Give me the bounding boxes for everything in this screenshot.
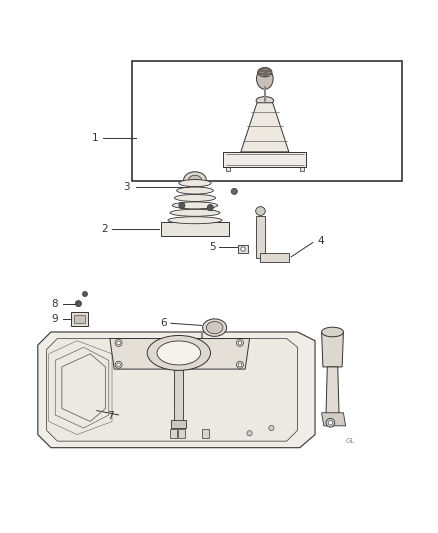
Polygon shape — [74, 314, 85, 323]
Polygon shape — [326, 367, 339, 415]
Ellipse shape — [170, 209, 220, 216]
Polygon shape — [38, 332, 315, 448]
Text: 6: 6 — [160, 318, 166, 328]
Polygon shape — [226, 167, 230, 171]
Circle shape — [328, 421, 332, 425]
Text: 7: 7 — [108, 411, 114, 421]
Polygon shape — [261, 253, 289, 262]
Circle shape — [326, 418, 335, 427]
Polygon shape — [223, 152, 306, 167]
Text: 8: 8 — [52, 298, 58, 309]
Polygon shape — [178, 429, 185, 438]
Polygon shape — [132, 61, 403, 181]
Polygon shape — [71, 312, 88, 326]
Polygon shape — [238, 245, 248, 253]
Circle shape — [237, 340, 244, 346]
Polygon shape — [161, 222, 229, 236]
Ellipse shape — [179, 180, 211, 187]
Circle shape — [237, 361, 244, 368]
Circle shape — [207, 205, 213, 211]
Ellipse shape — [203, 319, 226, 336]
Text: 1: 1 — [92, 133, 99, 143]
Ellipse shape — [256, 96, 274, 104]
Polygon shape — [174, 370, 183, 422]
Circle shape — [247, 431, 252, 436]
Circle shape — [115, 361, 122, 368]
Circle shape — [269, 425, 274, 431]
Ellipse shape — [172, 202, 218, 209]
Circle shape — [117, 363, 120, 367]
Circle shape — [75, 301, 81, 306]
Polygon shape — [171, 420, 186, 428]
Polygon shape — [241, 103, 289, 152]
Polygon shape — [191, 179, 198, 184]
Ellipse shape — [188, 175, 201, 185]
Ellipse shape — [174, 195, 215, 201]
Text: 5: 5 — [209, 242, 215, 252]
Ellipse shape — [257, 68, 273, 89]
Polygon shape — [321, 413, 346, 426]
Circle shape — [115, 340, 122, 346]
Text: 4: 4 — [317, 236, 324, 246]
Ellipse shape — [321, 327, 343, 337]
Polygon shape — [46, 338, 297, 441]
Text: 2: 2 — [101, 224, 108, 235]
Polygon shape — [170, 429, 177, 438]
Ellipse shape — [184, 172, 206, 188]
Circle shape — [241, 247, 245, 251]
Circle shape — [117, 341, 120, 345]
Polygon shape — [321, 332, 343, 367]
Ellipse shape — [177, 187, 213, 194]
Text: 9: 9 — [52, 314, 58, 324]
Ellipse shape — [206, 321, 223, 334]
Ellipse shape — [256, 207, 265, 215]
Ellipse shape — [147, 335, 211, 370]
Circle shape — [179, 203, 185, 208]
Circle shape — [238, 363, 242, 367]
Ellipse shape — [258, 67, 272, 77]
Polygon shape — [201, 429, 208, 438]
Circle shape — [191, 184, 198, 191]
Ellipse shape — [157, 341, 201, 365]
Circle shape — [82, 292, 88, 297]
Ellipse shape — [168, 217, 222, 224]
Circle shape — [231, 188, 237, 195]
Polygon shape — [300, 167, 304, 171]
Polygon shape — [110, 338, 250, 369]
Text: 3: 3 — [123, 182, 130, 192]
Circle shape — [238, 341, 242, 345]
Text: GL: GL — [345, 438, 355, 444]
Polygon shape — [256, 216, 265, 258]
